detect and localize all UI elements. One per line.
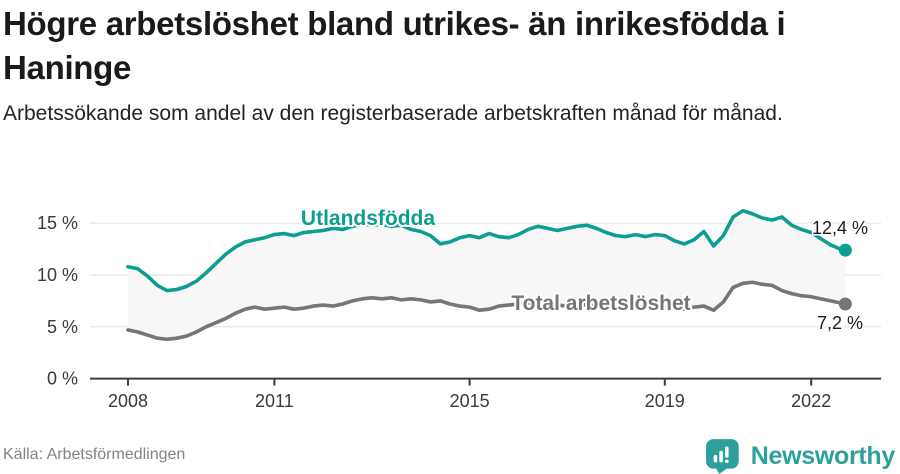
line-chart: 2008 2011 2015 2019 2022 0 % 5 % 10 % 15 % Utland… [37, 205, 881, 411]
y-tick-label-5: 5 % [47, 317, 78, 337]
x-tick-label-2008: 2008 [108, 391, 148, 411]
source-credit: Källa: Arbetsförmedlingen [3, 446, 186, 463]
newsworthy-bubble-chart-icon [705, 439, 739, 474]
x-tick-label-2019: 2019 [645, 391, 685, 411]
end-value-label-1: 7,2 % [817, 313, 863, 333]
x-tick-label-2022: 2022 [791, 391, 831, 411]
end-dot-series-1 [838, 297, 852, 311]
end-dot-series-0 [838, 243, 852, 257]
line-series-0 [126, 208, 848, 293]
newsworthy-logo: Newsworthy [705, 438, 895, 474]
gap-area-fill [128, 210, 846, 340]
page-subtitle: Arbetssökande som andel av den registerb… [3, 102, 783, 125]
x-tick-label-2011: 2011 [255, 391, 294, 411]
x-tick-label-2015: 2015 [450, 391, 490, 411]
page-title: Högre arbetslöshet bland utrikes- än inr… [3, 5, 786, 87]
series-label-0: Utlandsfödda [301, 207, 435, 230]
line-series-1 [126, 280, 848, 342]
end-value-label-0: 12,4 % [812, 218, 868, 238]
y-tick-label-15: 15 % [37, 213, 78, 233]
series-label-1: Total arbetslöshet [511, 292, 690, 315]
y-tick-label-10: 10 % [37, 265, 78, 285]
y-tick-label-0: 0 % [47, 369, 78, 389]
newsworthy-logo-text: Newsworthy [750, 441, 896, 470]
